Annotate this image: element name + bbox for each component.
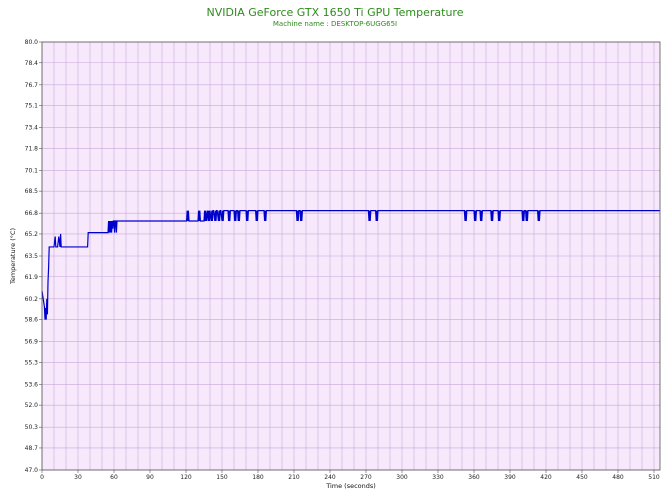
y-tick-label: 53.6 — [25, 381, 39, 388]
x-tick-label: 420 — [540, 474, 552, 481]
x-tick-label: 150 — [216, 474, 228, 481]
y-tick-label: 76.7 — [25, 82, 39, 89]
x-tick-label: 90 — [146, 474, 154, 481]
y-tick-label: 52.0 — [25, 402, 39, 409]
y-tick-label: 48.7 — [25, 445, 39, 452]
x-tick-label: 270 — [360, 474, 372, 481]
plot-frame — [41, 41, 661, 471]
x-tick-label: 360 — [468, 474, 480, 481]
y-tick-label: 61.9 — [25, 274, 39, 281]
y-tick-label: 56.9 — [25, 339, 39, 346]
y-tick-label: 63.5 — [25, 253, 39, 260]
y-axis-label: Temperature (°C) — [9, 228, 17, 285]
y-tick-label: 78.4 — [25, 60, 39, 67]
x-tick-label: 120 — [180, 474, 192, 481]
x-tick-label: 450 — [576, 474, 588, 481]
chart-title: NVIDIA GeForce GTX 1650 Ti GPU Temperatu… — [206, 6, 464, 19]
x-tick-label: 330 — [432, 474, 444, 481]
x-tick-label: 300 — [396, 474, 408, 481]
y-tick-label: 60.2 — [25, 296, 39, 303]
x-tick-label: 30 — [74, 474, 82, 481]
y-tick-label: 80.0 — [25, 39, 39, 46]
y-tick-label: 66.8 — [25, 210, 39, 217]
y-tick-label: 68.5 — [25, 188, 39, 195]
x-tick-label: 390 — [504, 474, 516, 481]
x-tick-label: 180 — [252, 474, 264, 481]
y-tick-label: 71.8 — [25, 145, 39, 152]
y-tick-label: 47.0 — [25, 467, 39, 474]
x-tick-label: 240 — [324, 474, 336, 481]
y-tick-label: 70.1 — [25, 167, 39, 174]
series-layer — [41, 210, 660, 320]
y-tick-label: 55.3 — [25, 359, 39, 366]
x-tick-label: 510 — [648, 474, 660, 481]
x-tick-label: 480 — [612, 474, 624, 481]
x-axis-label: Time (seconds) — [325, 482, 376, 490]
axis-ticks: 0 30 60 90 120 150 180 210 240 270 300 330 360 390 420… — [25, 39, 660, 481]
x-tick-label: 210 — [288, 474, 300, 481]
y-tick-label: 50.3 — [25, 424, 39, 431]
y-tick-label: 58.6 — [25, 317, 39, 324]
y-tick-label: 75.1 — [25, 103, 39, 110]
x-tick-label: 0 — [40, 474, 44, 481]
y-tick-label: 65.2 — [25, 231, 39, 238]
y-tick-label: 73.4 — [25, 125, 39, 132]
series-line-0 — [41, 210, 660, 320]
x-tick-label: 60 — [110, 474, 118, 481]
chart-subtitle: Machine name : DESKTOP-6UGG65I — [272, 20, 398, 28]
